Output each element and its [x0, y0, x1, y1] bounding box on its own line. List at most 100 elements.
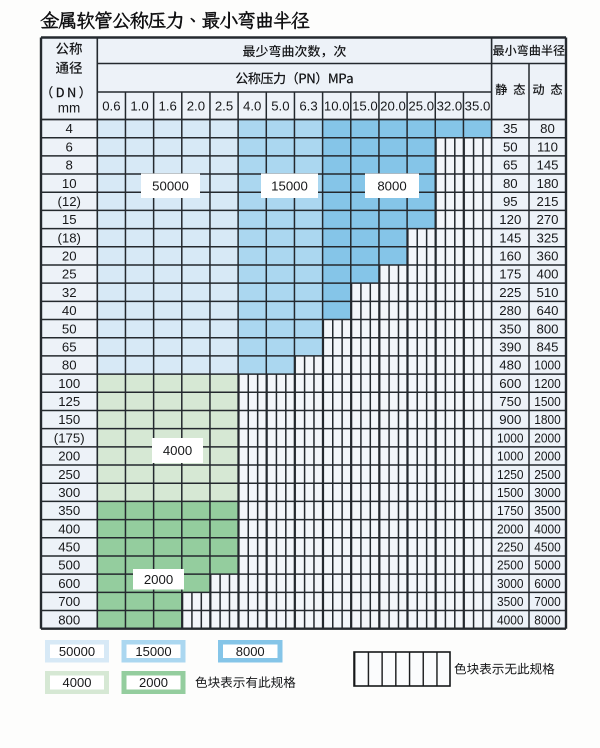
- svg-text:2000: 2000: [534, 449, 561, 464]
- svg-text:145: 145: [499, 230, 521, 245]
- svg-text:4000: 4000: [63, 675, 92, 690]
- svg-text:6: 6: [66, 139, 73, 154]
- svg-text:480: 480: [499, 358, 521, 373]
- svg-text:1800: 1800: [534, 412, 561, 427]
- svg-text:215: 215: [536, 194, 558, 209]
- svg-text:65: 65: [62, 340, 77, 355]
- svg-text:700: 700: [58, 594, 80, 609]
- svg-text:2000: 2000: [144, 572, 173, 587]
- svg-text:8000: 8000: [236, 644, 265, 659]
- svg-text:80: 80: [62, 358, 77, 373]
- svg-text:2000: 2000: [534, 430, 561, 445]
- svg-text:180: 180: [536, 176, 558, 191]
- svg-text:8000: 8000: [377, 178, 406, 193]
- svg-text:4500: 4500: [534, 540, 561, 555]
- svg-text:150: 150: [58, 412, 80, 427]
- svg-text:2.5: 2.5: [215, 98, 233, 113]
- svg-text:325: 325: [536, 230, 558, 245]
- svg-text:2500: 2500: [497, 558, 524, 573]
- svg-text:25: 25: [62, 267, 77, 282]
- svg-text:1750: 1750: [497, 503, 524, 518]
- svg-text:100: 100: [58, 376, 80, 391]
- svg-text:32: 32: [62, 285, 77, 300]
- svg-text:4000: 4000: [163, 443, 192, 458]
- svg-text:7000: 7000: [534, 594, 561, 609]
- svg-text:35.0: 35.0: [465, 98, 491, 113]
- svg-text:15: 15: [62, 212, 77, 227]
- svg-text:3500: 3500: [534, 503, 561, 518]
- svg-text:2500: 2500: [534, 467, 561, 482]
- svg-text:4: 4: [66, 121, 73, 136]
- svg-text:270: 270: [536, 212, 558, 227]
- svg-text:0.6: 0.6: [102, 98, 120, 113]
- svg-text:(12): (12): [57, 194, 80, 209]
- svg-text:450: 450: [58, 540, 80, 555]
- svg-text:15.0: 15.0: [352, 98, 378, 113]
- svg-text:1000: 1000: [534, 358, 561, 373]
- svg-text:120: 120: [499, 212, 521, 227]
- svg-text:80: 80: [503, 176, 518, 191]
- svg-text:80: 80: [540, 121, 555, 136]
- svg-text:845: 845: [536, 340, 558, 355]
- svg-text:600: 600: [58, 576, 80, 591]
- svg-text:1500: 1500: [534, 394, 561, 409]
- svg-text:40: 40: [62, 303, 77, 318]
- svg-text:800: 800: [536, 321, 558, 336]
- svg-text:350: 350: [499, 321, 521, 336]
- svg-text:350: 350: [58, 503, 80, 518]
- svg-text:2.0: 2.0: [187, 98, 205, 113]
- svg-text:3000: 3000: [497, 576, 524, 591]
- svg-text:8: 8: [66, 158, 73, 173]
- svg-text:50: 50: [503, 139, 518, 154]
- svg-text:20.0: 20.0: [380, 98, 406, 113]
- svg-text:2000: 2000: [139, 675, 168, 690]
- svg-text:4000: 4000: [534, 521, 561, 536]
- svg-text:10: 10: [62, 176, 77, 191]
- svg-text:800: 800: [58, 612, 80, 627]
- svg-text:390: 390: [499, 340, 521, 355]
- svg-text:110: 110: [537, 139, 558, 154]
- svg-text:1200: 1200: [534, 376, 561, 391]
- svg-text:750: 750: [499, 394, 521, 409]
- svg-text:25.0: 25.0: [408, 98, 434, 113]
- svg-text:8000: 8000: [534, 612, 561, 627]
- svg-text:1500: 1500: [497, 485, 524, 500]
- svg-text:225: 225: [499, 285, 521, 300]
- svg-text:15000: 15000: [135, 644, 171, 659]
- svg-text:900: 900: [499, 412, 521, 427]
- svg-text:6.3: 6.3: [299, 98, 317, 113]
- svg-text:600: 600: [499, 376, 521, 391]
- svg-text:145: 145: [536, 158, 558, 173]
- svg-text:95: 95: [503, 194, 518, 209]
- svg-text:3500: 3500: [497, 594, 524, 609]
- svg-text:mm: mm: [58, 100, 81, 115]
- svg-text:6000: 6000: [534, 576, 561, 591]
- svg-text:1250: 1250: [497, 467, 524, 482]
- svg-text:50000: 50000: [152, 178, 189, 193]
- svg-text:400: 400: [58, 521, 80, 536]
- svg-text:20: 20: [62, 249, 77, 264]
- svg-text:1.6: 1.6: [159, 98, 177, 113]
- svg-text:50: 50: [62, 321, 77, 336]
- svg-text:5.0: 5.0: [271, 98, 289, 113]
- svg-text:15000: 15000: [271, 178, 308, 193]
- svg-text:4.0: 4.0: [243, 98, 261, 113]
- svg-text:200: 200: [58, 449, 80, 464]
- svg-text:10.0: 10.0: [324, 98, 350, 113]
- svg-text:32.0: 32.0: [437, 98, 463, 113]
- svg-text:500: 500: [58, 558, 80, 573]
- svg-text:2000: 2000: [497, 521, 524, 536]
- svg-text:35: 35: [503, 121, 518, 136]
- svg-text:360: 360: [536, 249, 558, 264]
- svg-text:(18): (18): [57, 230, 80, 245]
- svg-text:280: 280: [499, 303, 521, 318]
- svg-text:2250: 2250: [497, 540, 524, 555]
- svg-text:4000: 4000: [497, 612, 524, 627]
- svg-text:1.0: 1.0: [130, 98, 148, 113]
- svg-text:(175): (175): [54, 430, 85, 445]
- svg-text:1000: 1000: [497, 449, 524, 464]
- svg-text:5000: 5000: [534, 558, 561, 573]
- svg-text:65: 65: [503, 158, 518, 173]
- svg-text:400: 400: [536, 267, 558, 282]
- svg-text:125: 125: [58, 394, 80, 409]
